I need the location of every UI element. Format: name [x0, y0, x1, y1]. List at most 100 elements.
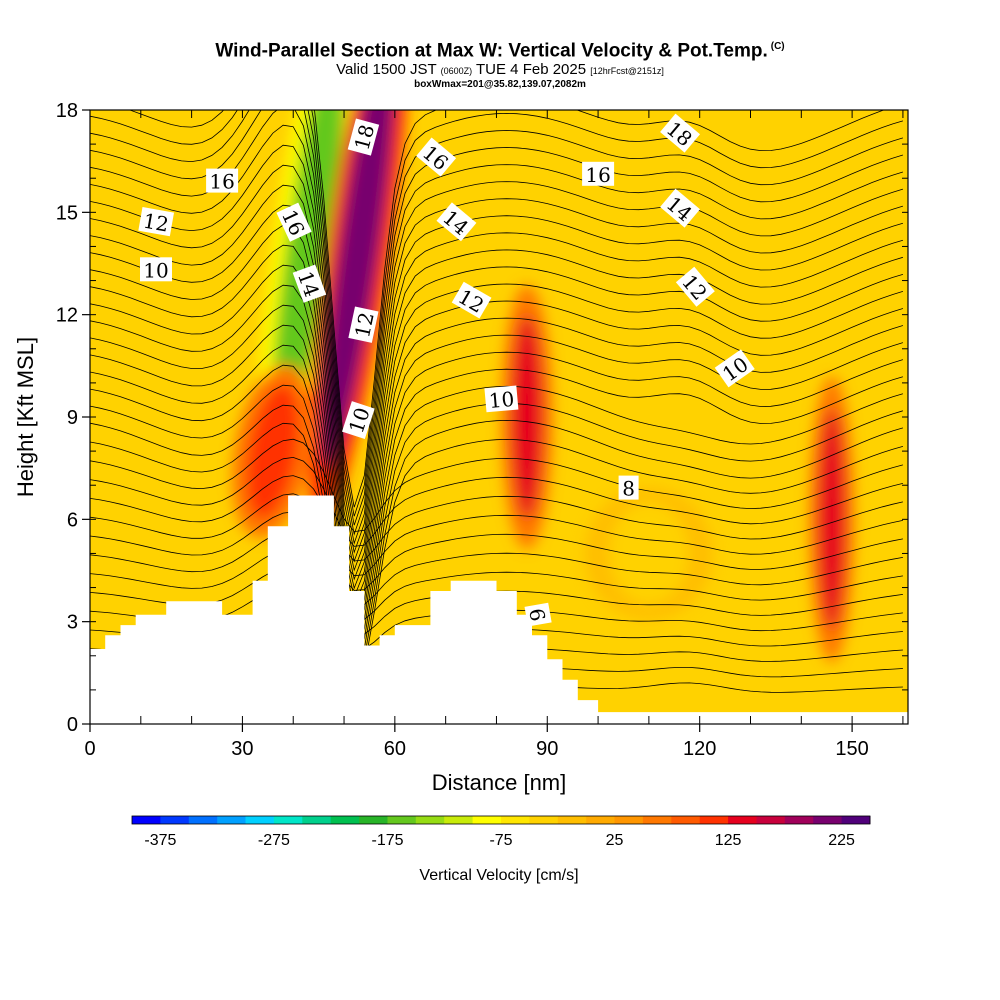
- theta-contour-label-text: 12: [350, 310, 379, 340]
- colorbar-tick-label: -75: [489, 832, 512, 849]
- colorbar-swatch: [841, 816, 871, 824]
- theta-contour-label-text: 6: [524, 606, 550, 623]
- theta-contour-line: [90, 547, 903, 621]
- y-tick-label: 6: [67, 509, 78, 531]
- colorbar-tick-label: -375: [144, 832, 176, 849]
- colorbar-swatch: [728, 816, 757, 824]
- theta-contour-line: [90, 244, 904, 608]
- y-tick-label: 12: [56, 305, 78, 327]
- theta-contour-line: [90, 475, 903, 562]
- theta-contour-line: [90, 438, 904, 533]
- theta-contour-line: [90, 204, 904, 590]
- theta-contour-line: [90, 284, 904, 626]
- theta-contour-line: [90, 304, 904, 635]
- colorbar-tick-label: 225: [828, 832, 855, 849]
- theta-contour-line: [90, 364, 904, 662]
- theta-contour-label-text: 16: [585, 163, 610, 187]
- x-tick-label: 60: [384, 738, 406, 760]
- colorbar-swatch: [302, 816, 332, 824]
- colorbar-swatch: [813, 816, 843, 824]
- box-info: boxWmax=201@35.82,139.07,2082m: [414, 79, 586, 91]
- y-axis-label: Height [Kft MSL]: [13, 337, 38, 497]
- theta-contour-line: [90, 184, 904, 581]
- colorbar-tick-label: -275: [258, 832, 290, 849]
- theta-contour-line: [90, 493, 903, 577]
- theta-contour-label: 6: [524, 602, 552, 627]
- valid-date: TUE 4 Feb 2025: [476, 61, 587, 79]
- chart-title: Wind-Parallel Section at Max W: Vertical…: [215, 40, 768, 62]
- colorbar-tick-label: -175: [371, 832, 403, 849]
- y-tick-label: 18: [56, 100, 78, 122]
- theta-contour-label: 12: [138, 207, 175, 237]
- colorbar-swatch: [472, 816, 502, 824]
- colorbar-swatch: [330, 816, 360, 824]
- copyright-mark: (C): [770, 41, 785, 52]
- colorbar-swatch: [784, 816, 814, 824]
- theta-contour-line: [90, 264, 904, 617]
- theta-contour-line: [90, 144, 904, 563]
- colorbar-swatch: [245, 816, 275, 824]
- x-tick-label: 0: [84, 738, 95, 760]
- theta-contour-line: [128, 110, 885, 508]
- x-tick-label: 120: [683, 738, 716, 760]
- y-tick-label: 9: [67, 407, 78, 429]
- colorbar-swatch: [529, 816, 559, 824]
- y-tick-label: 3: [67, 612, 78, 634]
- theta-contour-label-text: 8: [622, 477, 635, 501]
- velocity-region: [510, 315, 543, 519]
- theta-contour-label: 12: [348, 306, 379, 343]
- valid-time: Valid 1500 JST: [336, 61, 437, 79]
- y-tick-label: 15: [56, 202, 78, 224]
- colorbar-swatch: [359, 816, 388, 824]
- colorbar-tick-label: 125: [715, 832, 742, 849]
- colorbar-swatch: [756, 816, 786, 824]
- colorbar-swatch: [188, 816, 218, 824]
- colorbar-swatch: [699, 816, 729, 824]
- colorbar-label: Vertical Velocity [cm/s]: [419, 867, 578, 884]
- theta-contour-label-text: 10: [143, 258, 168, 282]
- colorbar-swatch: [614, 816, 644, 824]
- terrain: [90, 495, 908, 724]
- theta-contour-line: [90, 529, 903, 606]
- theta-contour-line: [90, 324, 904, 644]
- colorbar-tick-label: 25: [606, 832, 624, 849]
- colorbar-swatch: [387, 816, 417, 824]
- chart-title-block: Wind-Parallel Section at Max W: Vertical…: [0, 36, 1000, 90]
- theta-contour-line: [90, 224, 904, 599]
- x-axis-label: Distance [nm]: [432, 770, 567, 795]
- theta-contour-label: 10: [484, 385, 519, 413]
- y-tick-label: 0: [67, 714, 78, 736]
- theta-contour-label-text: 16: [209, 170, 234, 194]
- colorbar-swatch: [273, 816, 303, 824]
- colorbar-swatch: [415, 816, 445, 824]
- velocity-region: [322, 110, 396, 466]
- velocity-region: [271, 110, 346, 457]
- colorbar-swatch: [642, 816, 672, 824]
- theta-contour-line: [90, 511, 903, 591]
- theta-contour-line: [90, 164, 904, 572]
- colorbar-swatch: [501, 816, 530, 824]
- valid-utc: (0600Z): [440, 66, 473, 77]
- velocity-region: [608, 502, 689, 605]
- theta-contour-label-text: 10: [488, 387, 515, 413]
- theta-contour-label: 8: [618, 475, 639, 501]
- theta-contour-line: [90, 422, 904, 687]
- theta-contour-line: [90, 110, 904, 526]
- theta-contour-line: [90, 344, 904, 653]
- x-tick-label: 30: [231, 738, 253, 760]
- colorbar: -375 -275 -175 -75 25 125 225: [131, 815, 871, 849]
- colorbar-swatch: [217, 816, 247, 824]
- colorbar-swatch: [586, 816, 616, 824]
- colorbar-swatch: [671, 816, 701, 824]
- colorbar-swatch: [557, 816, 587, 824]
- theta-contour-line: [90, 124, 904, 554]
- theta-contour-label: 10: [140, 257, 172, 282]
- theta-contour-line: [90, 404, 904, 679]
- theta-contour-label-text: 12: [141, 209, 170, 237]
- colorbar-swatch: [132, 816, 161, 824]
- theta-contour-label: 16: [582, 161, 615, 187]
- forecast-info: [12hrFcst@2151z]: [590, 66, 664, 77]
- theta-contour-label: 16: [206, 168, 239, 194]
